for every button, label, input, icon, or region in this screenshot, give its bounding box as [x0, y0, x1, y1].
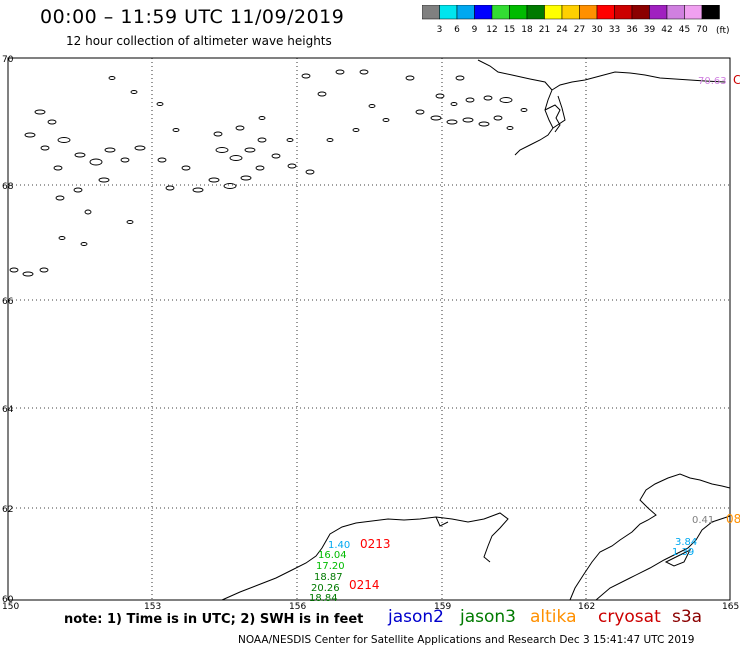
colorbar-level-label: 70	[696, 25, 708, 35]
swh-label-r4: 1.39	[672, 547, 694, 558]
swh-label-1: 1.40	[328, 540, 350, 551]
colorbar-level-label: 3	[437, 25, 443, 35]
colorbar-level-label: 21	[539, 25, 550, 35]
colorbar-level-label: 39	[644, 25, 656, 35]
pass-label-0213: 0213	[360, 537, 391, 551]
legend-cryosat: cryosat	[598, 607, 661, 627]
legend-jason2: jason2	[388, 607, 444, 627]
lat-label-60: 60	[2, 595, 14, 605]
colorbar-level-label: 30	[591, 25, 603, 35]
swh-label-r2: 08	[726, 512, 740, 526]
colorbar-swatch	[491, 5, 510, 20]
lon-label-150: 150	[2, 602, 19, 612]
lon-label-162: 162	[578, 602, 595, 612]
swh-label-3: 17.20	[316, 561, 345, 572]
colorbar-swatch	[474, 5, 493, 20]
colorbar-swatch	[422, 5, 440, 20]
colorbar-level-label: 18	[521, 25, 533, 35]
colorbar-level-label: 15	[504, 25, 515, 35]
colorbar-swatch	[456, 5, 475, 20]
colorbar-swatch	[701, 5, 720, 20]
pass-label-0214: 0214	[349, 578, 380, 592]
colorbar-level-label: 24	[556, 25, 568, 35]
source-credit: NOAA/NESDIS Center for Satellite Applica…	[238, 634, 695, 646]
colorbar-swatch	[614, 5, 633, 20]
gridlines	[8, 58, 730, 600]
lat-label-68: 68	[2, 182, 14, 192]
colorbar-swatch	[596, 5, 615, 20]
colorbar-level-label: 36	[626, 25, 638, 35]
legend-s3a: s3a	[672, 607, 703, 627]
swh-label-2: 16.04	[318, 550, 347, 561]
chart-title: 00:00 – 11:59 UTC 11/09/2019	[40, 6, 345, 28]
swh-label-r1: 0.41	[692, 515, 714, 526]
swh-label-r3: 3.84	[675, 537, 697, 548]
legend-jason3: jason3	[460, 607, 516, 627]
swh-label-top-right: 70.63	[698, 76, 727, 87]
lon-label-159: 159	[434, 602, 451, 612]
colorbar-swatch	[526, 5, 545, 20]
colorbar-swatch	[509, 5, 528, 20]
colorbar-swatch	[649, 5, 668, 20]
colorbar-swatch	[666, 5, 685, 20]
lon-label-165: 165	[722, 602, 739, 612]
lat-label-64: 64	[2, 405, 14, 415]
colorbar-level-label: 12	[486, 25, 497, 35]
lon-label-156: 156	[289, 602, 306, 612]
legend-altika: altika	[530, 607, 577, 627]
colorbar-level-label: 45	[679, 25, 690, 35]
lat-label-70: 70	[2, 55, 14, 65]
colorbar-swatch	[544, 5, 563, 20]
wave-height-colorbar: 3 6 9 12 15 18 21 24 27 30 33 36 39 42 45 70 (ft)	[422, 5, 730, 35]
colorbar-labels: 3 6 9 12 15 18 21 24 27 30 33 36 39 42 45 70	[437, 25, 708, 35]
colorbar-swatch	[579, 5, 598, 20]
swh-label-5: 20.26	[311, 583, 340, 594]
coastline-south	[221, 473, 731, 601]
swh-label-4: 18.87	[314, 572, 343, 583]
plot-frame	[7, 57, 731, 601]
colorbar-swatch	[684, 5, 703, 20]
colorbar-level-label: 6	[454, 25, 460, 35]
colorbar-swatch	[561, 5, 580, 20]
colorbar-level-label: 9	[472, 25, 478, 35]
swh-label-edge-right: C	[733, 73, 740, 87]
colorbar-level-label: 33	[609, 25, 620, 35]
ice-contours	[9, 69, 528, 277]
colorbar-swatch	[439, 5, 458, 20]
colorbar-swatch	[631, 5, 650, 20]
lat-label-62: 62	[2, 505, 13, 515]
colorbar-unit: (ft)	[716, 26, 730, 35]
colorbar-swatches	[422, 5, 720, 20]
coastline-north	[477, 59, 726, 156]
colorbar-level-label: 27	[574, 25, 585, 35]
footnote: note: 1) Time is in UTC; 2) SWH is in fe…	[64, 612, 364, 627]
colorbar-level-label: 42	[661, 25, 672, 35]
swh-label-6: 18.84	[309, 593, 338, 604]
lat-label-66: 66	[2, 297, 14, 307]
chart-subtitle: 12 hour collection of altimeter wave hei…	[66, 34, 332, 48]
lon-label-153: 153	[144, 602, 161, 612]
